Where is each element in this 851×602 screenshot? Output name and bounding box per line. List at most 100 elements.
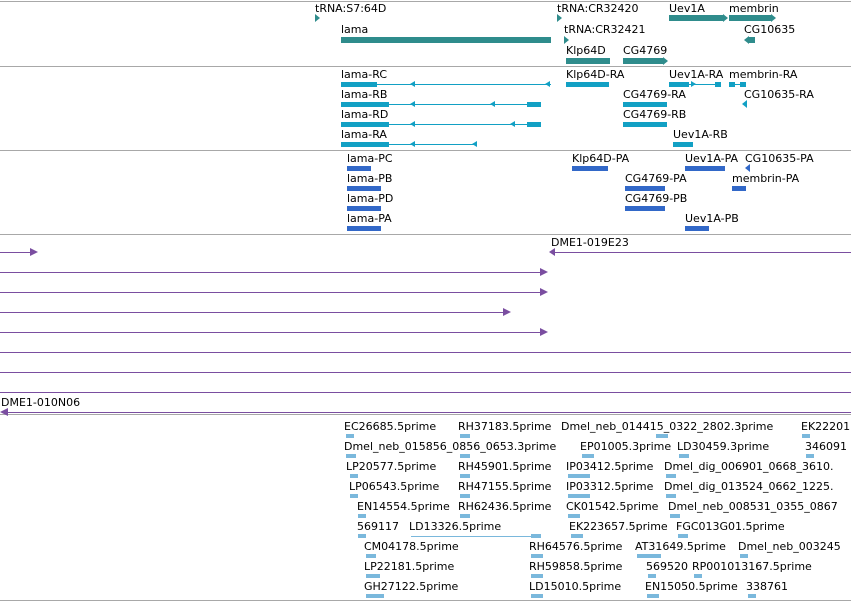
gene-label[interactable]: CG4769 bbox=[623, 44, 668, 57]
est-feature[interactable] bbox=[568, 494, 590, 498]
clone-feature[interactable] bbox=[0, 312, 506, 313]
transcript-feature[interactable] bbox=[341, 122, 389, 127]
est-feature[interactable] bbox=[568, 474, 590, 478]
clone-label[interactable]: DME1-019E23 bbox=[551, 236, 629, 249]
protein-feature[interactable] bbox=[572, 166, 608, 171]
clone-feature[interactable] bbox=[0, 352, 851, 353]
protein-label[interactable]: lama-PA bbox=[347, 212, 392, 225]
est-label[interactable]: 338761 bbox=[746, 580, 788, 593]
protein-feature[interactable] bbox=[685, 226, 709, 231]
est-feature[interactable] bbox=[679, 454, 689, 458]
protein-label[interactable]: lama-PD bbox=[347, 192, 394, 205]
protein-feature[interactable] bbox=[347, 226, 381, 231]
est-label[interactable]: CK01542.5prime bbox=[566, 500, 659, 513]
transcript-feature[interactable] bbox=[566, 82, 609, 87]
est-feature[interactable] bbox=[637, 554, 661, 558]
protein-feature[interactable] bbox=[745, 164, 750, 172]
est-label[interactable]: LD13326.5prime bbox=[409, 520, 502, 533]
protein-label[interactable]: Uev1A-PB bbox=[685, 212, 739, 225]
gene-feature[interactable] bbox=[669, 15, 723, 21]
est-label[interactable]: 569520 bbox=[646, 560, 688, 573]
est-feature[interactable] bbox=[647, 594, 659, 598]
clone-feature[interactable] bbox=[0, 272, 543, 273]
est-feature[interactable] bbox=[656, 434, 668, 438]
est-label[interactable]: EK22201 bbox=[801, 420, 851, 433]
est-label[interactable]: FGC013G01.5prime bbox=[676, 520, 785, 533]
gene-feature[interactable] bbox=[564, 36, 569, 44]
est-label[interactable]: Dmel_neb_003245 bbox=[738, 540, 841, 553]
est-label[interactable]: RH59858.5prime bbox=[529, 560, 623, 573]
gene-feature[interactable] bbox=[566, 58, 610, 64]
est-label[interactable]: LD15010.5prime bbox=[529, 580, 622, 593]
transcript-label[interactable]: lama-RB bbox=[341, 88, 388, 101]
transcript-label[interactable]: Klp64D-RA bbox=[566, 68, 625, 81]
est-feature[interactable] bbox=[666, 494, 676, 498]
est-feature[interactable] bbox=[802, 434, 810, 438]
clone-feature[interactable] bbox=[551, 252, 851, 253]
gene-label[interactable]: Uev1A bbox=[669, 2, 705, 15]
est-feature[interactable] bbox=[666, 474, 676, 478]
est-feature[interactable] bbox=[411, 536, 541, 537]
est-feature[interactable] bbox=[531, 594, 543, 598]
est-feature[interactable] bbox=[531, 554, 543, 558]
est-label[interactable]: RH37183.5prime bbox=[458, 420, 552, 433]
est-feature[interactable] bbox=[366, 594, 384, 598]
est-label[interactable]: Dmel_neb_014415_0322_2802.3prime bbox=[561, 420, 774, 433]
gene-feature[interactable] bbox=[744, 36, 749, 44]
est-feature[interactable] bbox=[358, 514, 366, 518]
gene-feature[interactable] bbox=[341, 37, 551, 43]
est-label[interactable]: RH64576.5prime bbox=[529, 540, 623, 553]
gene-label[interactable]: tRNA:CR32421 bbox=[564, 23, 646, 36]
est-feature[interactable] bbox=[366, 574, 380, 578]
transcript-label[interactable]: CG10635-RA bbox=[744, 88, 814, 101]
est-label[interactable]: 569117 bbox=[357, 520, 399, 533]
est-feature[interactable] bbox=[346, 454, 356, 458]
transcript-feature[interactable] bbox=[341, 142, 389, 147]
est-label[interactable]: LP06543.5prime bbox=[349, 480, 440, 493]
protein-label[interactable]: membrin-PA bbox=[732, 172, 800, 185]
gene-label[interactable]: membrin bbox=[729, 2, 779, 15]
gene-feature[interactable] bbox=[729, 15, 771, 21]
protein-label[interactable]: Klp64D-PA bbox=[572, 152, 630, 165]
clone-feature[interactable] bbox=[0, 292, 543, 293]
est-label[interactable]: RH45901.5prime bbox=[458, 460, 552, 473]
clone-feature[interactable] bbox=[0, 252, 32, 253]
est-feature[interactable] bbox=[358, 534, 366, 538]
protein-label[interactable]: CG10635-PA bbox=[745, 152, 814, 165]
transcript-feature[interactable] bbox=[729, 82, 735, 87]
transcript-feature[interactable] bbox=[742, 100, 747, 108]
est-label[interactable]: Dmel_neb_015856_0856_0653.3prime bbox=[344, 440, 557, 453]
transcript-feature[interactable] bbox=[623, 102, 667, 107]
protein-feature[interactable] bbox=[625, 206, 665, 211]
transcript-label[interactable]: CG4769-RA bbox=[623, 88, 686, 101]
transcript-label[interactable]: Uev1A-RB bbox=[673, 128, 728, 141]
gene-label[interactable]: lama bbox=[341, 23, 369, 36]
est-label[interactable]: EC26685.5prime bbox=[344, 420, 437, 433]
gene-label[interactable]: Klp64D bbox=[566, 44, 606, 57]
protein-feature[interactable] bbox=[625, 186, 665, 191]
est-feature[interactable] bbox=[694, 574, 702, 578]
est-label[interactable]: Dmel_dig_006901_0668_3610. bbox=[664, 460, 834, 473]
protein-label[interactable]: lama-PB bbox=[347, 172, 393, 185]
est-label[interactable]: RP001013167.5prime bbox=[692, 560, 812, 573]
est-feature[interactable] bbox=[571, 534, 583, 538]
est-feature[interactable] bbox=[366, 554, 376, 558]
transcript-feature[interactable] bbox=[341, 102, 389, 107]
est-feature[interactable] bbox=[678, 534, 688, 538]
est-label[interactable]: GH27122.5prime bbox=[364, 580, 459, 593]
protein-label[interactable]: Uev1A-PA bbox=[685, 152, 739, 165]
clone-label[interactable]: DME1-010N06 bbox=[1, 396, 81, 409]
est-feature[interactable] bbox=[346, 434, 354, 438]
est-label[interactable]: AT31649.5prime bbox=[635, 540, 726, 553]
est-feature[interactable] bbox=[568, 514, 580, 518]
transcript-label[interactable]: lama-RA bbox=[341, 128, 387, 141]
protein-feature[interactable] bbox=[685, 166, 725, 171]
est-feature[interactable] bbox=[350, 494, 358, 498]
est-feature[interactable] bbox=[670, 514, 680, 518]
transcript-label[interactable]: membrin-RA bbox=[729, 68, 798, 81]
transcript-feature[interactable] bbox=[623, 122, 667, 127]
clone-feature[interactable] bbox=[0, 332, 543, 333]
est-label[interactable]: Dmel_neb_008531_0355_0867 bbox=[668, 500, 838, 513]
gene-label[interactable]: tRNA:CR32420 bbox=[557, 2, 639, 15]
est-feature[interactable] bbox=[806, 454, 814, 458]
